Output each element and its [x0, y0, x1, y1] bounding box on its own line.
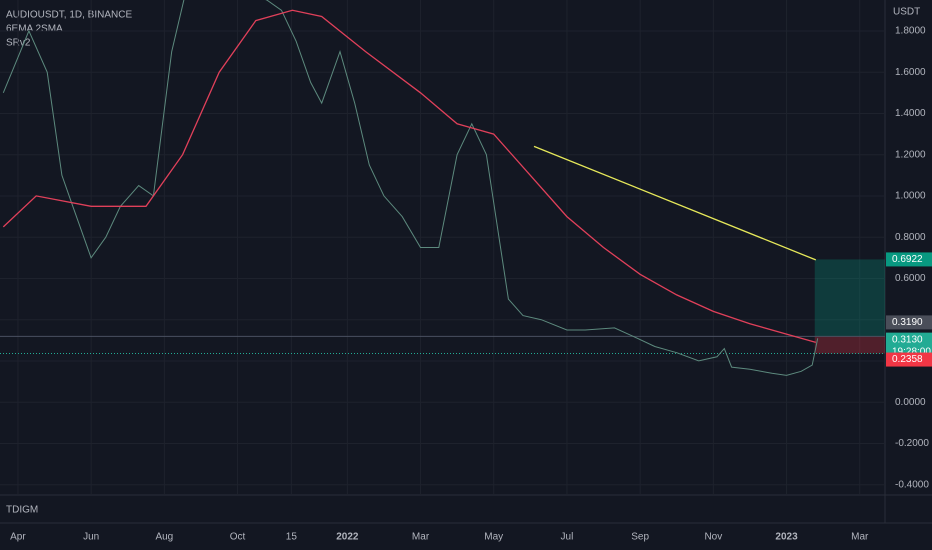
x-tick-label: Sep	[631, 532, 649, 543]
series-line	[533, 145, 817, 261]
y-tick-label: 0.6000	[895, 273, 926, 284]
x-tick-label: Mar	[851, 532, 869, 543]
x-tick-label: May	[484, 532, 503, 543]
x-tick-label: Jul	[561, 532, 574, 543]
chart-title: AUDIOUSDT, 1D, BINANCE	[6, 10, 132, 21]
plot-area	[0, 0, 885, 495]
series-line	[2, 9, 816, 344]
x-tick-label: Aug	[155, 532, 173, 543]
indicator-label: SRv2	[6, 38, 31, 49]
x-tick-label: 2023	[775, 532, 798, 543]
indicator-label: 6EMA 2SMA	[6, 24, 63, 35]
countdown-label: 19:28:00	[892, 346, 931, 357]
pane-label: TDIGM	[6, 505, 38, 516]
currency-label: USDT	[893, 7, 920, 18]
price-tag-label: 0.6922	[892, 254, 923, 265]
price-tag-label: 0.3130	[892, 334, 923, 345]
series-line	[2, 0, 819, 376]
x-tick-label: Mar	[412, 532, 430, 543]
price-tag	[886, 352, 932, 367]
y-tick-label: 1.4000	[895, 108, 926, 119]
x-tick-label: Nov	[704, 532, 722, 543]
y-tick-label: 0.8000	[895, 232, 926, 243]
x-tick-label: 2022	[336, 532, 359, 543]
price-tag-label: 0.3190	[892, 317, 923, 328]
target-zone	[814, 259, 885, 337]
stop-zone	[814, 336, 885, 354]
x-tick-label: Oct	[230, 532, 246, 543]
x-tick-label: Apr	[10, 532, 26, 543]
y-tick-label: 1.8000	[895, 26, 926, 37]
x-tick-label: 15	[286, 532, 298, 543]
y-tick-label: 1.6000	[895, 67, 926, 78]
y-tick-label: -0.2000	[895, 438, 929, 449]
price-tag	[886, 252, 932, 267]
y-tick-label: 0.0000	[895, 397, 926, 408]
price-tag	[886, 315, 932, 330]
y-tick-label: 1.0000	[895, 191, 926, 202]
y-tick-label: -0.4000	[895, 479, 929, 490]
y-tick-label: 1.2000	[895, 149, 926, 160]
price-tag-label: 0.2358	[892, 354, 923, 365]
x-tick-label: Jun	[83, 532, 99, 543]
